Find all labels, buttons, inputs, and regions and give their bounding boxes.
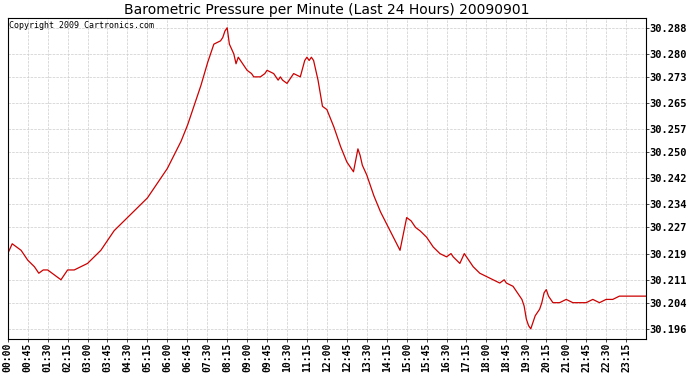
Text: Copyright 2009 Cartronics.com: Copyright 2009 Cartronics.com [9, 21, 154, 30]
Title: Barometric Pressure per Minute (Last 24 Hours) 20090901: Barometric Pressure per Minute (Last 24 … [124, 3, 529, 17]
